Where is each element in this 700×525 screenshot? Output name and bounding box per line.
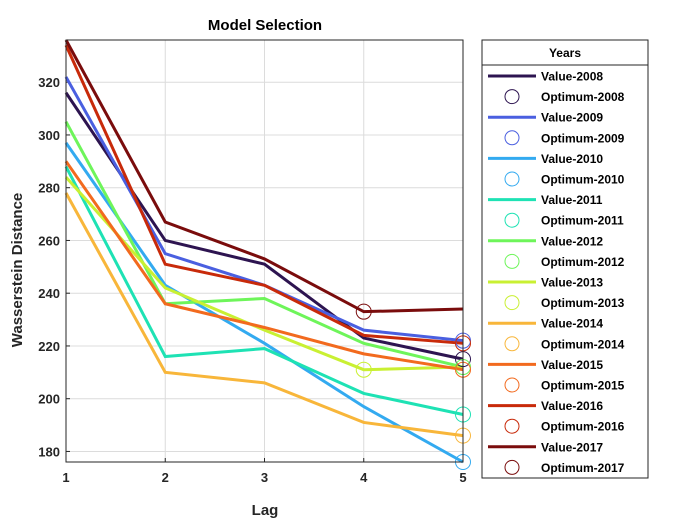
y-tick-label: 240 (38, 286, 60, 301)
legend-label-value: Value-2014 (541, 317, 603, 331)
legend-label-optimum: Optimum-2015 (541, 379, 625, 393)
legend-marker-optimum-2014 (504, 336, 520, 352)
legend-marker-optimum-2017 (504, 459, 520, 475)
legend-label-value: Value-2017 (541, 440, 603, 454)
legend-marker-optimum-2009 (504, 130, 520, 146)
legend-label-value: Value-2011 (541, 193, 603, 207)
legend-label-value: Value-2015 (541, 358, 603, 372)
y-tick-label: 300 (38, 128, 60, 143)
series-line-value-2013 (64, 176, 464, 372)
x-tick-label: 1 (62, 470, 69, 485)
x-tick-label: 4 (360, 470, 368, 485)
series-line-value-2010 (64, 142, 464, 464)
legend-label-value: Value-2010 (541, 152, 603, 166)
legend-label-optimum: Optimum-2009 (541, 131, 625, 145)
y-tick-label: 260 (38, 233, 60, 248)
y-tick-label: 220 (38, 339, 60, 354)
legend: Years Value-2008 Optimum-2008 Value-2009 Op… (481, 39, 649, 479)
legend-marker-optimum-2013 (504, 295, 520, 311)
y-tick-label: 320 (38, 75, 60, 90)
legend-label-optimum: Optimum-2016 (541, 420, 625, 434)
legend-label-value: Value-2012 (541, 234, 603, 248)
legend-label-optimum: Optimum-2011 (541, 214, 624, 228)
legend-label-value: Value-2009 (541, 111, 603, 125)
legend-label-optimum: Optimum-2010 (541, 173, 625, 187)
y-tick-labels: 180 200 220 240 260 280 300 320 (38, 75, 60, 459)
series-line-value-2012 (64, 121, 464, 369)
legend-marker-optimum-2016 (504, 418, 520, 434)
series-line-value-2015 (64, 160, 464, 372)
series-line-value-2011 (64, 165, 464, 416)
x-tick-label: 5 (459, 470, 466, 485)
legend-title: Years (549, 46, 581, 60)
legend-label-optimum: Optimum-2017 (541, 461, 625, 475)
plot-area: 1 2 3 4 5 180 200 220 240 260 280 300 320 (38, 39, 471, 485)
x-tick-labels: 1 2 3 4 5 (62, 470, 466, 485)
x-tick-label: 2 (162, 470, 169, 485)
legend-marker-optimum-2015 (504, 377, 520, 393)
legend-items: Value-2008 Optimum-2008 Value-2009 Optimum-… (488, 70, 625, 475)
optimum-marker-optimum-2017 (355, 303, 372, 320)
legend-marker-optimum-2011 (504, 212, 520, 228)
series-line-value-2016 (64, 44, 464, 345)
chart-title: Model Selection (208, 17, 322, 34)
legend-label-value: Value-2008 (541, 70, 603, 84)
legend-marker-optimum-2012 (504, 253, 520, 269)
legend-label-optimum: Optimum-2008 (541, 90, 625, 104)
y-tick-label: 280 (38, 181, 60, 196)
legend-label-value: Value-2016 (541, 399, 603, 413)
optimum-marker-optimum-2013 (355, 361, 372, 378)
legend-marker-optimum-2010 (504, 171, 520, 187)
y-axis-label: Wasserstein Distance (9, 193, 26, 348)
legend-label-value: Value-2013 (541, 276, 603, 290)
y-tick-label: 180 (38, 444, 60, 459)
x-tick-label: 3 (261, 470, 268, 485)
series-line-value-2014 (64, 192, 464, 438)
x-axis-label: Lag (252, 502, 279, 519)
axes-box (65, 39, 464, 463)
series-line-value-2017 (64, 39, 464, 314)
y-tick-label: 200 (38, 392, 60, 407)
legend-label-optimum: Optimum-2012 (541, 255, 625, 269)
legend-label-optimum: Optimum-2013 (541, 296, 625, 310)
series-lines (64, 39, 464, 464)
legend-marker-optimum-2008 (504, 89, 520, 105)
legend-label-optimum: Optimum-2014 (541, 337, 625, 351)
